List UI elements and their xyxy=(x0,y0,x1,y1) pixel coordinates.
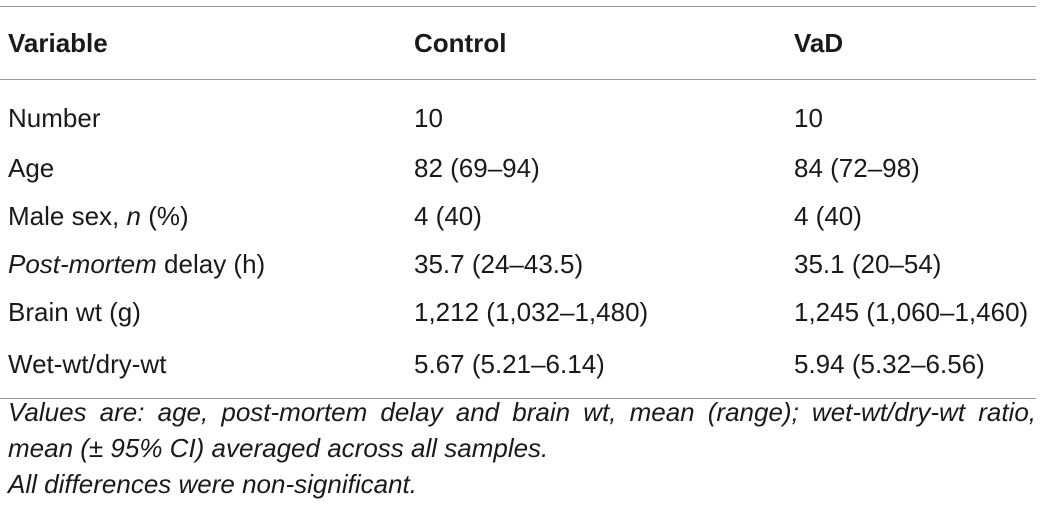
header-control: Control xyxy=(414,27,507,58)
control-value: 1,212 (1,032–1,480) xyxy=(414,296,649,327)
control-value: 82 (69–94) xyxy=(414,152,540,183)
demographics-table: Variable Control VaD Number 10 10 Age 82 (69… xyxy=(0,6,1036,399)
table-row: Post-mortem delay (h) 35.7 (24–43.5) 35.1 … xyxy=(0,240,1036,288)
vad-value: 10 xyxy=(794,102,823,133)
header-row: Variable Control VaD xyxy=(0,6,1036,80)
row-label-text: Male sex, xyxy=(8,200,127,231)
row-label-italic: Post-mortem xyxy=(8,248,157,279)
control-value: 35.7 (24–43.5) xyxy=(414,248,584,279)
row-label: Wet-wt/dry-wt xyxy=(0,336,406,399)
row-label-text: Brain wt (g) xyxy=(8,296,141,327)
row-label-italic: n xyxy=(126,200,141,231)
row-label-suffix: (%) xyxy=(140,200,189,231)
table-row: Age 82 (69–94) 84 (72–98) xyxy=(0,144,1036,192)
vad-value: 35.1 (20–54) xyxy=(794,248,942,279)
table-body: Number 10 10 Age 82 (69–94) 84 (72–98) Male se… xyxy=(0,80,1036,399)
vad-value: 84 (72–98) xyxy=(794,152,920,183)
table-note: Values are: age, post-mortem delay and b… xyxy=(8,397,1036,463)
table-header: Variable Control VaD xyxy=(0,6,1036,80)
vad-value: 4 (40) xyxy=(794,200,862,231)
table-notes: Values are: age, post-mortem delay and b… xyxy=(8,394,1036,502)
vad-value: 1,245 (1,060–1,460) xyxy=(794,296,1029,327)
row-label: Male sex, n (%) xyxy=(0,192,406,240)
row-label-text: Wet-wt/dry-wt xyxy=(8,348,167,379)
row-label: Number xyxy=(0,80,406,145)
table-row: Male sex, n (%) 4 (40) 4 (40) xyxy=(0,192,1036,240)
control-value: 10 xyxy=(414,102,443,133)
table-row: Wet-wt/dry-wt 5.67 (5.21–6.14) 5.94 (5.32–… xyxy=(0,336,1036,399)
row-label: Brain wt (g) xyxy=(0,288,406,336)
vad-value: 5.94 (5.32–6.56) xyxy=(794,348,985,379)
table-row: Brain wt (g) 1,212 (1,032–1,480) 1,245 (1,… xyxy=(0,288,1036,336)
header-vad: VaD xyxy=(794,27,844,58)
row-label: Post-mortem delay (h) xyxy=(0,240,406,288)
table-note: All differences were non-significant. xyxy=(8,469,417,499)
row-label-text: Age xyxy=(8,152,55,183)
control-value: 5.67 (5.21–6.14) xyxy=(414,348,605,379)
row-label-suffix: delay (h) xyxy=(156,248,266,279)
row-label: Age xyxy=(0,144,406,192)
header-variable: Variable xyxy=(8,27,108,58)
table-row: Number 10 10 xyxy=(0,80,1036,145)
control-value: 4 (40) xyxy=(414,200,482,231)
row-label-text: Number xyxy=(8,102,101,133)
